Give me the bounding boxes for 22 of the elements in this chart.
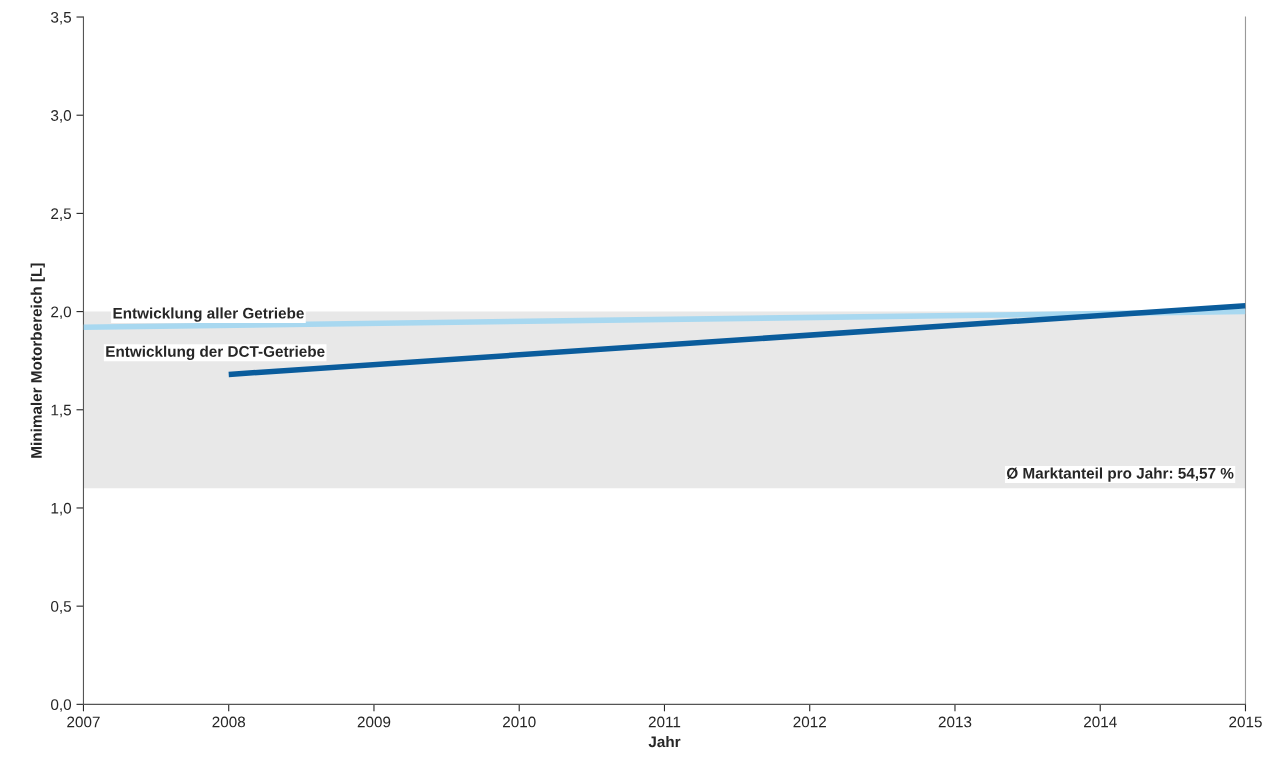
y-tick-label: 1,5 xyxy=(51,404,72,418)
y-tick-label: 2,0 xyxy=(51,306,72,320)
band-label: Ø Marktanteil pro Jahr: 54,57 % xyxy=(1006,467,1234,482)
y-axis-title: Minimaler Motorbereich [L] xyxy=(30,263,45,458)
y-tick-label: 0,5 xyxy=(51,601,72,614)
x-tick-label: 2008 xyxy=(212,716,246,728)
y-tick-label: 1,0 xyxy=(51,502,72,516)
y-tick-label: 0,0 xyxy=(51,699,72,712)
x-tick-label: 2007 xyxy=(67,716,100,728)
y-tick-label: 2,5 xyxy=(51,208,72,221)
x-axis-title: Jahr xyxy=(648,735,681,748)
series-label: Entwicklung der DCT-Getriebe xyxy=(106,345,325,360)
x-tick-label: 2013 xyxy=(938,716,972,728)
x-tick-label: 2009 xyxy=(357,716,391,728)
x-tick-label: 2011 xyxy=(648,716,681,728)
x-tick-label: 2012 xyxy=(793,716,826,728)
series-label: Entwicklung aller Getriebe xyxy=(113,307,304,322)
x-tick-label: 2015 xyxy=(1229,716,1262,728)
y-tick-label: 3,0 xyxy=(51,110,72,123)
x-tick-label: 2010 xyxy=(502,716,536,728)
y-tick-label: 3,5 xyxy=(51,11,72,25)
x-tick-label: 2014 xyxy=(1084,716,1117,728)
